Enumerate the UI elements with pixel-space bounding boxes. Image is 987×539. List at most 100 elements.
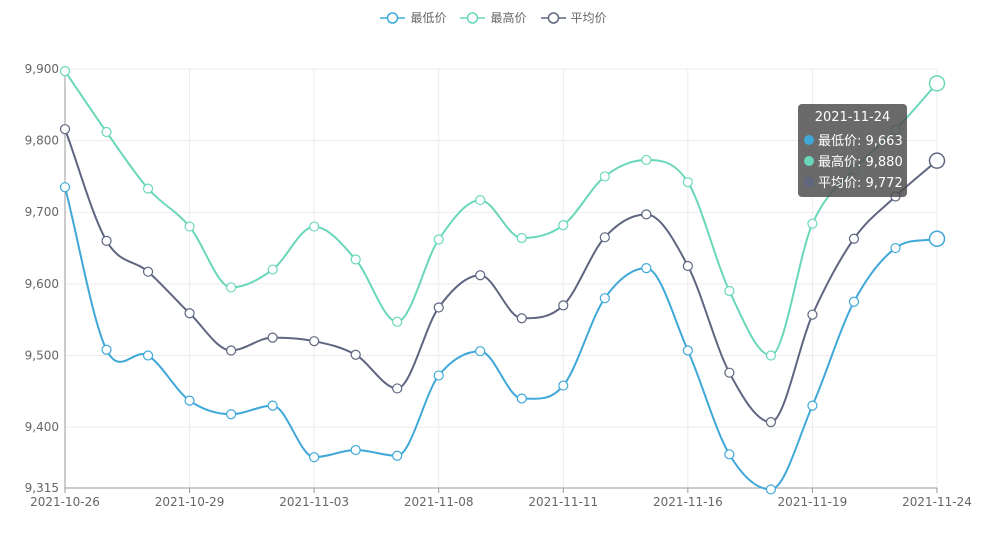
data-point-2-19[interactable]: [848, 233, 860, 244]
data-point-2-6[interactable]: [309, 336, 320, 347]
data-point-2-14[interactable]: [641, 209, 652, 220]
legend-label-avg: 平均价: [570, 11, 607, 25]
legend-marker-min-icon: [380, 11, 406, 24]
data-point-1-4[interactable]: [225, 282, 237, 293]
data-point-1-12[interactable]: [558, 220, 569, 231]
data-point-1-0[interactable]: [59, 66, 71, 77]
data-point-0-0[interactable]: [59, 182, 71, 193]
data-point-0-18[interactable]: [807, 400, 818, 411]
data-point-0-10[interactable]: [475, 346, 486, 357]
data-point-0-21[interactable]: [928, 230, 946, 247]
data-point-2-5[interactable]: [267, 332, 278, 343]
data-point-1-21[interactable]: [928, 75, 946, 92]
tooltip-dot-min-icon: [804, 134, 814, 145]
data-point-0-6[interactable]: [309, 452, 320, 463]
data-point-1-13[interactable]: [599, 171, 610, 182]
data-point-0-1[interactable]: [101, 344, 112, 355]
tooltip-row-max: 最高价: 9,880: [804, 150, 907, 171]
tooltip-text-max: 最高价: 9,880: [818, 155, 903, 170]
tooltip-text-min: 最低价: 9,663: [818, 134, 903, 149]
data-point-0-11[interactable]: [516, 393, 527, 404]
data-point-0-19[interactable]: [848, 296, 860, 307]
x-tick-label: 2021-11-11: [528, 495, 598, 509]
data-point-2-12[interactable]: [558, 300, 569, 311]
data-point-0-7[interactable]: [350, 444, 361, 456]
legend-label-min: 最低价: [410, 11, 447, 25]
data-point-0-5[interactable]: [267, 400, 278, 411]
data-point-0-13[interactable]: [599, 293, 610, 304]
data-point-2-15[interactable]: [682, 260, 693, 272]
x-tick-label: 2021-11-03: [279, 495, 349, 509]
legend-item-max[interactable]: 最高价: [460, 9, 527, 26]
tooltip-row-avg: 平均价: 9,772: [804, 171, 907, 192]
x-tick-label: 2021-11-16: [653, 495, 723, 509]
data-point-1-2[interactable]: [142, 183, 154, 194]
data-point-2-3[interactable]: [184, 308, 195, 319]
y-tick-label: 9,400: [25, 420, 59, 434]
data-point-1-16[interactable]: [724, 285, 735, 297]
data-point-1-5[interactable]: [267, 264, 278, 275]
data-point-0-16[interactable]: [724, 449, 735, 460]
data-point-2-18[interactable]: [807, 309, 818, 320]
x-tick-label: 2021-11-08: [404, 495, 474, 509]
data-point-1-1[interactable]: [101, 126, 112, 138]
data-point-0-4[interactable]: [225, 409, 237, 420]
data-point-0-12[interactable]: [558, 380, 569, 391]
tooltip-title: 2021-11-24: [814, 110, 891, 125]
data-point-1-17[interactable]: [765, 350, 777, 361]
tooltip-text-avg: 平均价: 9,772: [818, 176, 903, 191]
axes: 9,315 9,400 9,500 9,600 9,700 9,800 9,900 2021-…: [25, 62, 972, 509]
legend-item-avg[interactable]: 平均价: [540, 9, 607, 26]
data-point-0-3[interactable]: [184, 395, 195, 406]
data-point-0-20[interactable]: [890, 242, 901, 254]
legend-marker-max-icon: [460, 11, 486, 24]
data-point-2-13[interactable]: [599, 232, 610, 243]
data-point-2-2[interactable]: [142, 266, 154, 277]
data-point-2-4[interactable]: [225, 345, 237, 356]
data-point-2-16[interactable]: [724, 367, 735, 378]
x-tick-label: 2021-10-29: [155, 495, 225, 509]
legend-label-max: 最高价: [490, 11, 527, 25]
y-tick-label: 9,900: [25, 62, 59, 76]
tooltip-dot-max-icon: [804, 155, 814, 166]
grid-lines: [64, 68, 938, 489]
data-point-1-10[interactable]: [475, 194, 486, 206]
data-point-1-3[interactable]: [184, 221, 195, 232]
y-tick-label: 9,800: [25, 134, 59, 148]
legend-item-min[interactable]: 最低价: [380, 9, 446, 26]
data-point-2-17[interactable]: [765, 417, 777, 428]
data-point-2-8[interactable]: [392, 383, 403, 394]
x-tick-label: 2021-11-24: [902, 495, 972, 509]
y-tick-label: 9,700: [25, 205, 59, 219]
data-point-1-14[interactable]: [641, 154, 652, 166]
data-point-1-9[interactable]: [433, 234, 444, 245]
data-point-0-8[interactable]: [392, 450, 403, 461]
data-point-1-8[interactable]: [392, 316, 403, 327]
y-tick-label: 9,500: [25, 348, 59, 362]
data-point-2-10[interactable]: [475, 270, 486, 281]
data-point-0-17[interactable]: [765, 484, 777, 495]
series-line-0: [64, 186, 938, 491]
data-point-1-18[interactable]: [807, 218, 818, 229]
x-tick-label: 2021-10-26: [30, 495, 100, 509]
data-point-2-0[interactable]: [59, 124, 71, 135]
data-point-2-1[interactable]: [101, 235, 112, 246]
data-point-1-15[interactable]: [682, 177, 693, 188]
data-point-1-11[interactable]: [516, 232, 527, 244]
y-tick-label: 9,315: [25, 481, 59, 495]
tooltip-dot-avg-icon: [804, 176, 814, 187]
data-point-1-7[interactable]: [350, 254, 361, 265]
data-point-2-7[interactable]: [350, 349, 361, 360]
x-tick-label: 2021-11-19: [778, 495, 848, 509]
data-point-0-14[interactable]: [641, 263, 652, 274]
legend-marker-avg-icon: [540, 11, 566, 24]
data-point-2-21[interactable]: [928, 152, 946, 169]
data-point-2-11[interactable]: [516, 313, 527, 324]
data-point-0-2[interactable]: [142, 350, 154, 361]
chart-legend: 最低价 最高价 平均价: [0, 9, 987, 26]
data-point-0-9[interactable]: [433, 370, 444, 381]
data-point-0-15[interactable]: [682, 345, 693, 356]
data-point-1-6[interactable]: [309, 221, 320, 232]
data-point-2-9[interactable]: [433, 302, 444, 313]
